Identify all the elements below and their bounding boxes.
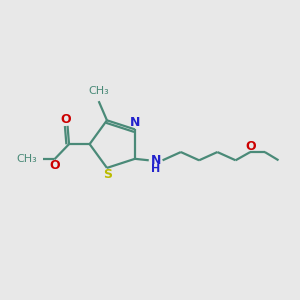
Text: S: S <box>103 168 112 181</box>
Text: CH₃: CH₃ <box>16 154 37 164</box>
Text: O: O <box>50 159 60 172</box>
Text: CH₃: CH₃ <box>88 86 109 96</box>
Text: O: O <box>245 140 256 153</box>
Text: O: O <box>61 113 71 127</box>
Text: H: H <box>152 164 161 173</box>
Text: N: N <box>151 154 161 167</box>
Text: N: N <box>130 116 140 129</box>
